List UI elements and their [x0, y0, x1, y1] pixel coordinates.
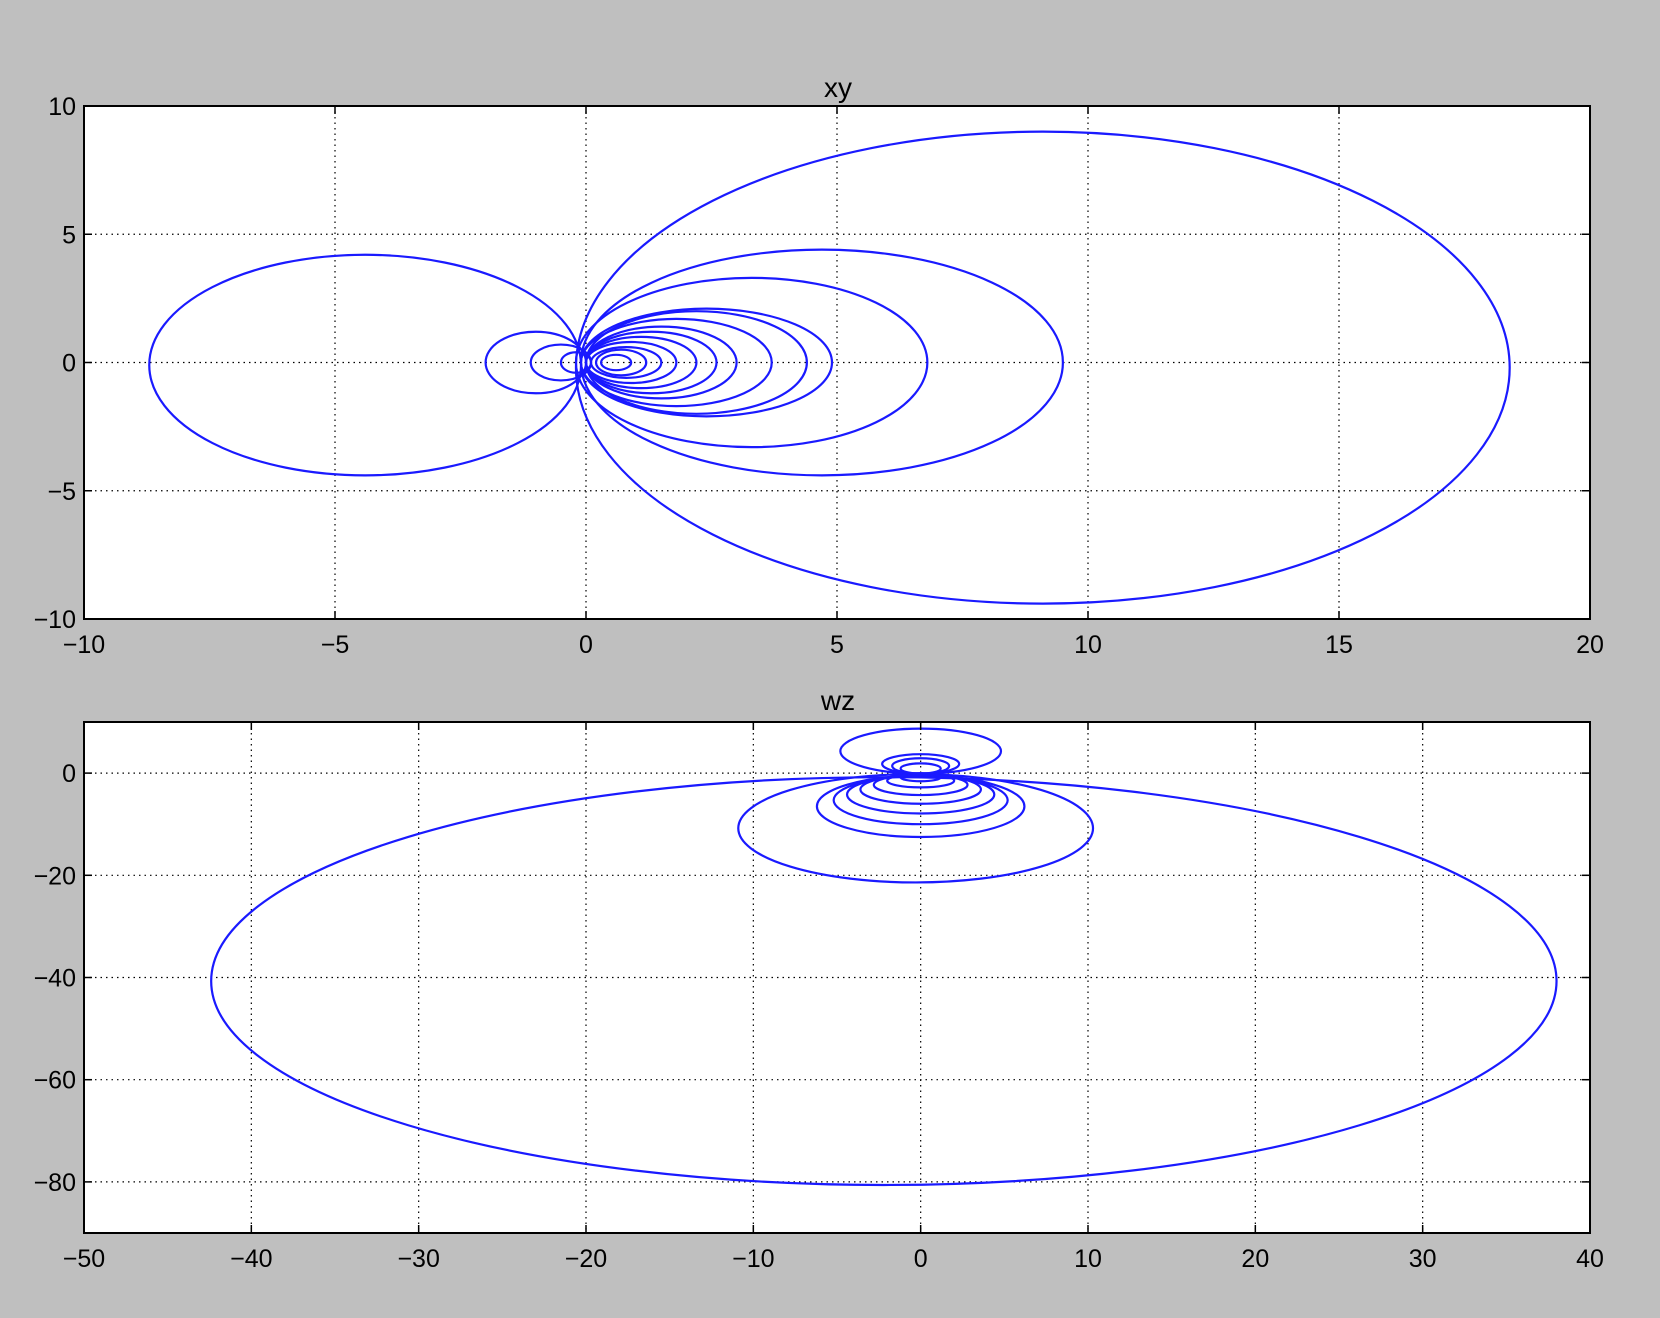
trajectory-loop: [148, 253, 583, 477]
x-tick-label: −5: [321, 631, 350, 659]
trajectory-loop: [484, 330, 588, 395]
x-tick-label: −30: [397, 1245, 439, 1273]
x-tick-label: 5: [830, 631, 844, 659]
x-tick-label: −20: [565, 1245, 607, 1273]
y-tick-label: −10: [34, 606, 76, 634]
y-tick-label: −60: [34, 1067, 76, 1095]
subplot-title-wz: wz: [820, 685, 855, 716]
y-tick-label: 0: [62, 350, 76, 378]
subplot-xy: −10 −5 0 5 10 15 20 −10 −5 0 5 10 xy: [34, 72, 1604, 659]
y-tick-label: −80: [34, 1169, 76, 1197]
y-tick-label: 0: [62, 760, 76, 788]
trajectory-loop: [899, 762, 942, 775]
trajectory-loop: [559, 351, 593, 374]
subplot-wz: −50 −40 −30 −20 −10 0 10 20 30 40 −80 −60 −40 −20 0 wz: [34, 685, 1604, 1273]
trajectory-loop: [599, 353, 633, 372]
x-tick-label: 0: [914, 1245, 928, 1273]
series-line: [148, 130, 1511, 605]
x-tick-label: 20: [1576, 631, 1604, 659]
x-tick-label: −40: [230, 1245, 272, 1273]
x-tick-label: 10: [1074, 631, 1102, 659]
x-tick-label: −10: [732, 1245, 774, 1273]
trajectory-loop: [594, 348, 648, 377]
x-tick-label: 40: [1576, 1245, 1604, 1273]
x-tick-label: −50: [63, 1245, 105, 1273]
x-tick-label: 10: [1074, 1245, 1102, 1273]
trajectory-loop: [574, 276, 929, 449]
y-tick-label: −40: [34, 965, 76, 993]
x-tick-label: 0: [579, 631, 593, 659]
y-tick-label: 5: [62, 221, 76, 249]
subplot-title-xy: xy: [824, 72, 852, 103]
y-tick-label: −5: [47, 478, 76, 506]
x-tick-label: 30: [1409, 1245, 1437, 1273]
y-tick-label: −20: [34, 862, 76, 890]
x-tick-label: −10: [63, 631, 105, 659]
x-tick-label: 15: [1325, 631, 1353, 659]
x-tick-label: 20: [1241, 1245, 1269, 1273]
y-tick-label: 10: [48, 93, 76, 121]
